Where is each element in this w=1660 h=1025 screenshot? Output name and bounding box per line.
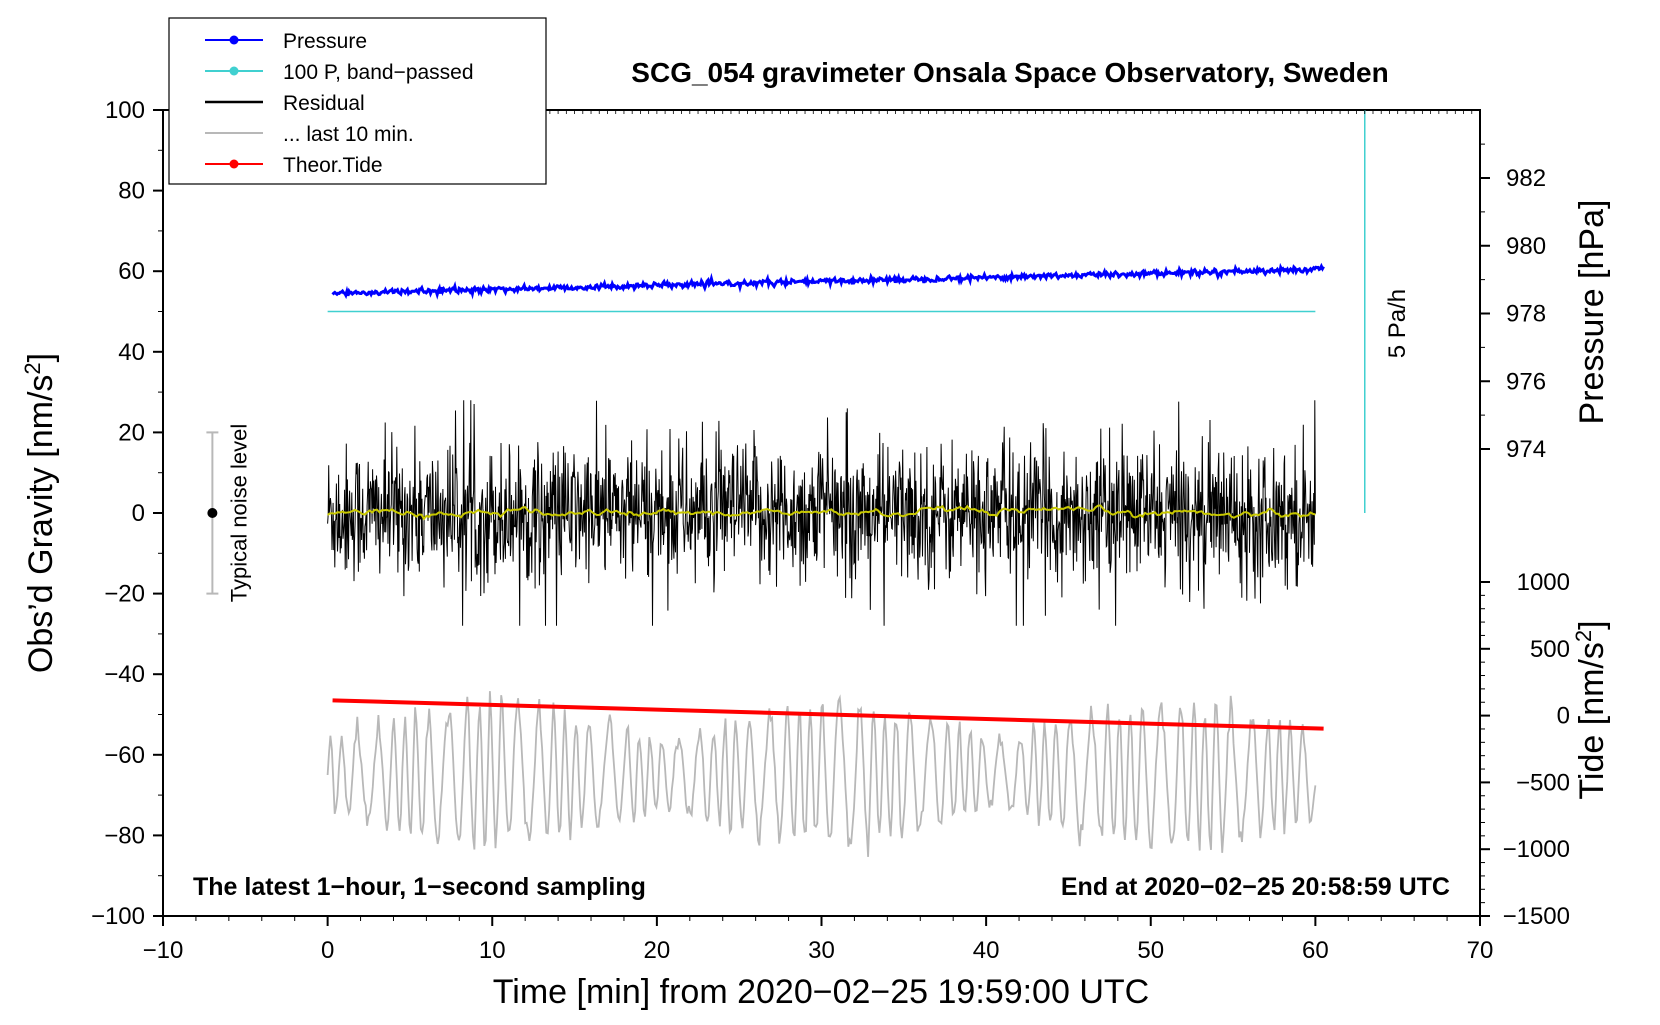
residual-smoothed-line [327,504,1316,521]
y-axis-left-title: Obs’d Gravity [nm/s2] [20,353,60,673]
y-axis-left-ticks: 100 80 60 40 20 0 −20 −40 −60 −80 −100 [91,97,163,930]
x-tick-label: 60 [1302,937,1329,964]
legend-swatch-marker [229,35,239,45]
note-right: End at 2020−02−25 20:58:59 UTC [1061,873,1450,901]
y-axis-pressure-title: Pressure [hPa] [1573,200,1611,425]
pressure-tick-label: 976 [1506,368,1546,395]
y-tick-label: 20 [118,419,145,446]
y-axis-tide-title-end: ] [1573,620,1611,629]
legend-label: Residual [283,92,365,115]
last-10-min-line [326,691,1317,857]
pressure-tick-label: 980 [1506,233,1546,260]
x-tick-label: 70 [1467,937,1494,964]
y-axis-left-title-sup: 2 [20,362,45,374]
legend-label: Pressure [283,30,367,53]
noise-indicator-label: Typical noise level [226,424,251,603]
x-tick-label: −10 [143,937,184,964]
y-tick-label: 0 [132,500,145,527]
x-tick-label: 10 [479,937,506,964]
tide-tick-label: 0 [1557,703,1570,730]
x-axis-title: Time [min] from 2020−02−25 19:59:00 UTC [493,973,1149,1011]
y-axis-tide-title: Tide [nm/s2] [1571,620,1611,799]
y-tick-label: −20 [104,581,145,608]
pressure-tick-label: 982 [1506,165,1546,192]
tide-tick-label: −500 [1516,769,1570,796]
y-axis-tide-title-sup: 2 [1571,630,1596,642]
theoretical-tide-line [332,698,1324,731]
x-tick-label: 0 [321,937,334,964]
tide-tick-label: −1000 [1503,836,1570,863]
y-axis-left-title-main: Obs’d Gravity [nm/s [22,375,60,674]
legend-label: ... last 10 min. [283,123,414,146]
pressure-tick-label: 978 [1506,301,1546,328]
pressure-line [331,262,1325,300]
y-tick-label: −80 [104,822,145,849]
x-tick-label: 20 [644,937,671,964]
noise-center-dot [207,508,218,518]
y-axis-left-title-end: ] [22,353,60,362]
note-left: The latest 1−hour, 1−second sampling [193,873,646,901]
y-tick-label: 60 [118,258,145,285]
tide-tick-label: −1500 [1503,903,1570,930]
rate-indicator-label: 5 Pa/h [1384,289,1411,358]
y-axis-tide-ticks: 1000 500 0 −500 −1000 −1500 [1480,569,1570,930]
noise-indicator [206,431,219,595]
x-tick-label: 50 [1137,937,1164,964]
legend-swatch-marker [229,66,239,76]
residual-smoothed-series [327,504,1316,521]
y-axis-pressure-ticks: 982 980 978 976 974 [1480,165,1546,463]
y-axis-tide-title-main: Tide [nm/s [1573,642,1611,799]
legend-label: Theor.Tide [283,154,383,177]
x-tick-label: 40 [973,937,1000,964]
legend: Pressure 100 P, band−passed Residual ... la… [168,17,547,185]
x-axis-ticks: −10 0 10 20 30 40 50 60 70 [143,916,1494,964]
x-tick-label: 30 [808,937,835,964]
chart-title: SCG_054 gravimeter Onsala Space Observat… [631,57,1388,88]
y-tick-label: −40 [104,661,145,688]
tide-tick-label: 1000 [1517,569,1570,596]
pressure-series [331,262,1325,300]
y-tick-label: 80 [118,178,145,205]
residual-series [327,400,1316,626]
tide-tick-label: 500 [1530,636,1570,663]
y-tick-label: −100 [91,903,145,930]
legend-swatch-marker [229,159,239,169]
y-tick-label: 40 [118,339,145,366]
theoretical-tide-series [332,698,1324,731]
y-tick-label: −60 [104,742,145,769]
last-10-min-series [326,691,1317,857]
y-tick-label: 100 [105,97,145,124]
legend-label: 100 P, band−passed [283,61,474,84]
pressure-tick-label: 974 [1506,436,1546,463]
residual-line [327,400,1316,626]
